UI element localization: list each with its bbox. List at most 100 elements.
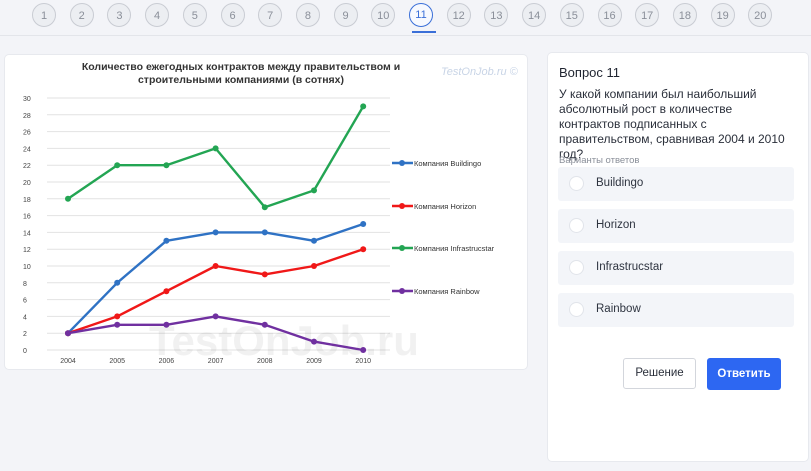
y-tick-label: 16 <box>23 214 31 221</box>
data-point <box>114 162 121 169</box>
page-button-1[interactable]: 1 <box>32 3 56 27</box>
x-tick-label: 2009 <box>306 358 322 365</box>
page-button-20[interactable]: 20 <box>748 3 773 27</box>
y-tick-label: 18 <box>23 197 31 204</box>
data-point <box>360 103 367 110</box>
option-label: Rainbow <box>596 303 641 315</box>
legend-marker <box>399 288 405 294</box>
data-point <box>163 162 170 169</box>
y-tick-label: 12 <box>23 247 31 254</box>
data-point <box>261 321 268 328</box>
legend-marker <box>399 245 405 251</box>
option-label: Horizon <box>596 219 636 231</box>
watermark-top: TestOnJob.ru © <box>441 66 519 78</box>
legend-label: Компания Horizon <box>414 202 476 211</box>
legend-marker <box>399 160 405 166</box>
data-point <box>212 229 219 236</box>
page-button-12[interactable]: 12 <box>446 3 471 27</box>
answer-button[interactable]: Ответить <box>707 358 781 390</box>
legend-label: Компания Rainbow <box>414 287 480 296</box>
data-point <box>163 237 170 244</box>
x-tick-label: 2006 <box>159 358 175 365</box>
radio-circle-icon[interactable] <box>569 218 584 233</box>
data-point <box>212 145 219 152</box>
series-line <box>67 105 365 209</box>
data-point <box>261 229 268 236</box>
y-tick-label: 4 <box>23 314 27 321</box>
legend-label: Компания Infrastrucstar <box>414 244 495 253</box>
y-tick-label: 24 <box>23 146 31 153</box>
header-divider <box>0 35 811 36</box>
y-tick-label: 22 <box>23 163 31 170</box>
x-tick-label: 2007 <box>208 358 224 365</box>
y-tick-label: 6 <box>23 298 27 305</box>
option-rainbow[interactable]: Rainbow <box>558 293 794 327</box>
data-point <box>261 204 268 211</box>
page-button-10[interactable]: 10 <box>371 3 396 27</box>
chart-title-line: Количество ежегодных контрактов между пр… <box>82 61 400 73</box>
watermark-center: TestOnJob.ru <box>149 317 419 364</box>
data-point <box>311 338 317 345</box>
y-tick-label: 2 <box>23 331 27 338</box>
y-tick-label: 26 <box>23 130 31 137</box>
page-button-2[interactable]: 2 <box>69 3 94 27</box>
data-point <box>114 279 121 286</box>
options-label: Варианты ответов <box>559 155 640 166</box>
y-tick-label: 28 <box>23 113 31 120</box>
data-point <box>163 321 170 328</box>
data-point <box>212 263 219 269</box>
y-tick-label: 10 <box>23 264 31 271</box>
question-text: У какой компании был наибольший абсолютн… <box>559 87 785 161</box>
chart-title-line: строительными компаниями (в сотнях) <box>138 74 344 86</box>
page-button-14[interactable]: 14 <box>522 3 547 27</box>
page-button-13[interactable]: 13 <box>484 3 509 27</box>
page-button-3[interactable]: 3 <box>107 3 132 27</box>
page-button-5[interactable]: 5 <box>182 3 207 27</box>
x-tick-label: 2005 <box>109 358 125 365</box>
solution-button[interactable]: Решение <box>623 358 696 389</box>
data-point <box>360 347 367 353</box>
page-button-9[interactable]: 9 <box>333 3 358 27</box>
data-point <box>212 313 219 320</box>
legend-label: Компания Buildingo <box>414 159 481 168</box>
data-point <box>360 221 367 227</box>
y-tick-label: 8 <box>23 281 27 288</box>
option-label: Buildingo <box>596 177 644 189</box>
option-buildingo[interactable]: Buildingo <box>558 167 794 201</box>
page-button-18[interactable]: 18 <box>672 3 697 27</box>
active-page-indicator <box>412 31 436 33</box>
data-point <box>114 313 121 320</box>
y-tick-label: 0 <box>23 348 27 355</box>
y-tick-label: 30 <box>23 96 31 103</box>
question-title: Вопрос 11 <box>559 65 621 80</box>
data-point <box>311 263 317 269</box>
data-point <box>65 195 71 202</box>
page-button-4[interactable]: 4 <box>145 3 170 27</box>
page-button-8[interactable]: 8 <box>295 3 320 27</box>
data-point <box>311 187 317 194</box>
data-point <box>65 330 71 337</box>
data-point <box>261 271 268 278</box>
page-button-15[interactable]: 15 <box>559 3 584 27</box>
page-button-6[interactable]: 6 <box>220 3 245 27</box>
page-button-17[interactable]: 17 <box>635 3 660 27</box>
radio-circle-icon[interactable] <box>569 302 584 317</box>
page-button-11[interactable]: 11 <box>409 3 433 27</box>
option-label: Infrastrucstar <box>596 261 664 273</box>
data-point <box>114 321 121 328</box>
radio-circle-icon[interactable] <box>569 260 584 275</box>
y-tick-label: 20 <box>23 180 31 187</box>
radio-circle-icon[interactable] <box>569 176 584 191</box>
chart-card: 0 2 4 6 8 10 12 14 16 18 20 22 24 26 28 30 2004 2005 2006 2… <box>5 55 527 369</box>
page-button-16[interactable]: 16 <box>597 3 622 27</box>
option-infrastrucstar[interactable]: Infrastrucstar <box>558 251 794 285</box>
page-button-19[interactable]: 19 <box>710 3 735 27</box>
page-button-7[interactable]: 7 <box>258 3 283 27</box>
x-tick-label: 2008 <box>257 358 273 365</box>
legend-marker <box>399 203 405 209</box>
data-point <box>360 246 367 253</box>
option-horizon[interactable]: Horizon <box>558 209 794 243</box>
x-tick-label: 2004 <box>60 358 76 365</box>
data-point <box>163 288 170 295</box>
